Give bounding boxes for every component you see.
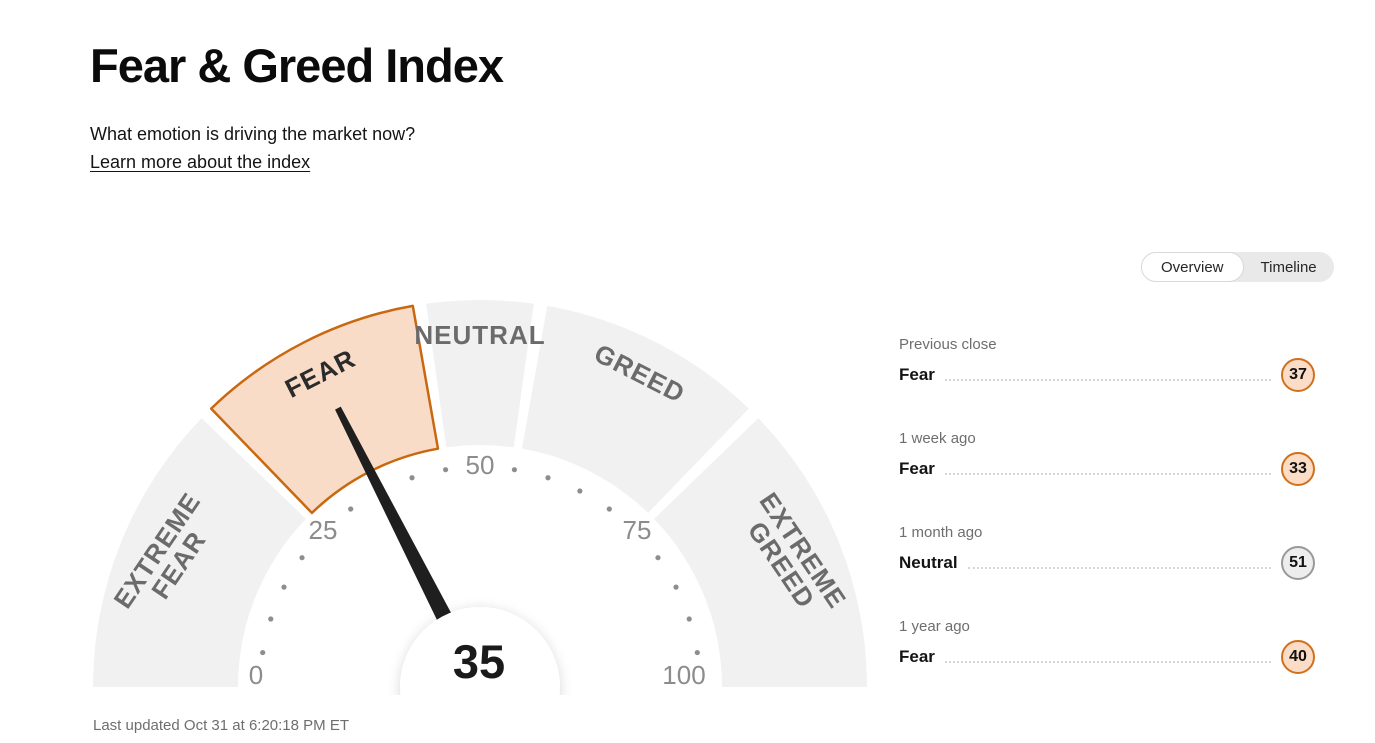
history-period: 1 month ago <box>899 524 983 541</box>
history-sentiment-label: Fear <box>899 365 935 384</box>
history-sentiment-label: Neutral <box>899 553 958 572</box>
gauge-segment-extreme-fear <box>93 418 306 687</box>
gauge-tick-dot <box>686 616 692 622</box>
gauge-hub <box>400 607 560 695</box>
history-line: Fear 33 <box>899 452 1315 486</box>
gauge-label-neutral: NEUTRAL <box>414 320 545 350</box>
gauge-tick-label-75: 75 <box>623 515 652 545</box>
tab-overview[interactable]: Overview <box>1141 252 1244 282</box>
history-row: 1 month ago Neutral 51 <box>899 524 1315 580</box>
gauge-tick-dot <box>673 584 679 590</box>
leader-dots <box>944 661 1271 663</box>
history-panel: Previous close Fear 37 1 week ago Fear 33 1 mo… <box>899 336 1315 712</box>
gauge-segment-greed <box>522 305 749 513</box>
gauge-tick-dot <box>511 467 518 473</box>
history-period: Previous close <box>899 336 997 353</box>
gauge-tick-label-100: 100 <box>662 660 705 690</box>
gauge-tick-label-50: 50 <box>466 450 495 480</box>
gauge-tick-dot <box>348 506 354 512</box>
page-subtitle: What emotion is driving the market now? <box>90 124 416 144</box>
history-period: 1 year ago <box>899 618 970 635</box>
history-row: Previous close Fear 37 <box>899 336 1315 392</box>
gauge-tick-label-25: 25 <box>309 515 338 545</box>
learn-more-link[interactable]: Learn more about the index <box>90 152 311 172</box>
gauge-tick-dot <box>442 467 449 473</box>
history-value-badge: 51 <box>1281 546 1315 580</box>
history-line: Neutral 51 <box>899 546 1315 580</box>
leader-dots <box>944 379 1271 381</box>
gauge-tick-dot <box>655 555 661 561</box>
fear-greed-gauge: EXTREMEFEARFEARNEUTRALGREEDEXTREMEGREED0… <box>93 300 867 695</box>
tab-timeline[interactable]: Timeline <box>1244 252 1334 282</box>
gauge-tick-dot <box>409 475 415 481</box>
leader-dots <box>944 473 1271 475</box>
history-value-badge: 40 <box>1281 640 1315 674</box>
gauge-tick-dot <box>606 506 612 512</box>
leader-dots <box>967 567 1271 569</box>
gauge-segment-neutral <box>426 300 534 448</box>
history-line: Fear 37 <box>899 358 1315 392</box>
history-sentiment-label: Fear <box>899 647 935 666</box>
history-value-badge: 37 <box>1281 358 1315 392</box>
gauge-tick-dot <box>694 649 700 656</box>
gauge-tick-dot <box>299 555 305 561</box>
gauge-value: 35 <box>453 635 505 688</box>
history-line: Fear 40 <box>899 640 1315 674</box>
history-sentiment-label: Fear <box>899 459 935 478</box>
page-title: Fear & Greed Index <box>90 39 504 92</box>
gauge-tick-dot <box>281 584 287 590</box>
gauge-segment-fear <box>209 304 440 515</box>
gauge-tick-dot <box>268 616 274 622</box>
gauge-tick-dot <box>577 488 583 494</box>
gauge-tick-dot <box>260 649 266 656</box>
history-row: 1 year ago Fear 40 <box>899 618 1315 674</box>
history-value-badge: 33 <box>1281 452 1315 486</box>
last-updated: Last updated Oct 31 at 6:20:18 PM ET <box>93 717 349 734</box>
gauge-tick-dot <box>545 475 551 481</box>
view-toggle: Overview Timeline <box>1141 252 1334 282</box>
history-period: 1 week ago <box>899 430 976 447</box>
history-row: 1 week ago Fear 33 <box>899 430 1315 486</box>
gauge-tick-label-0: 0 <box>249 660 263 690</box>
gauge-segment-extreme-greed <box>654 418 867 687</box>
